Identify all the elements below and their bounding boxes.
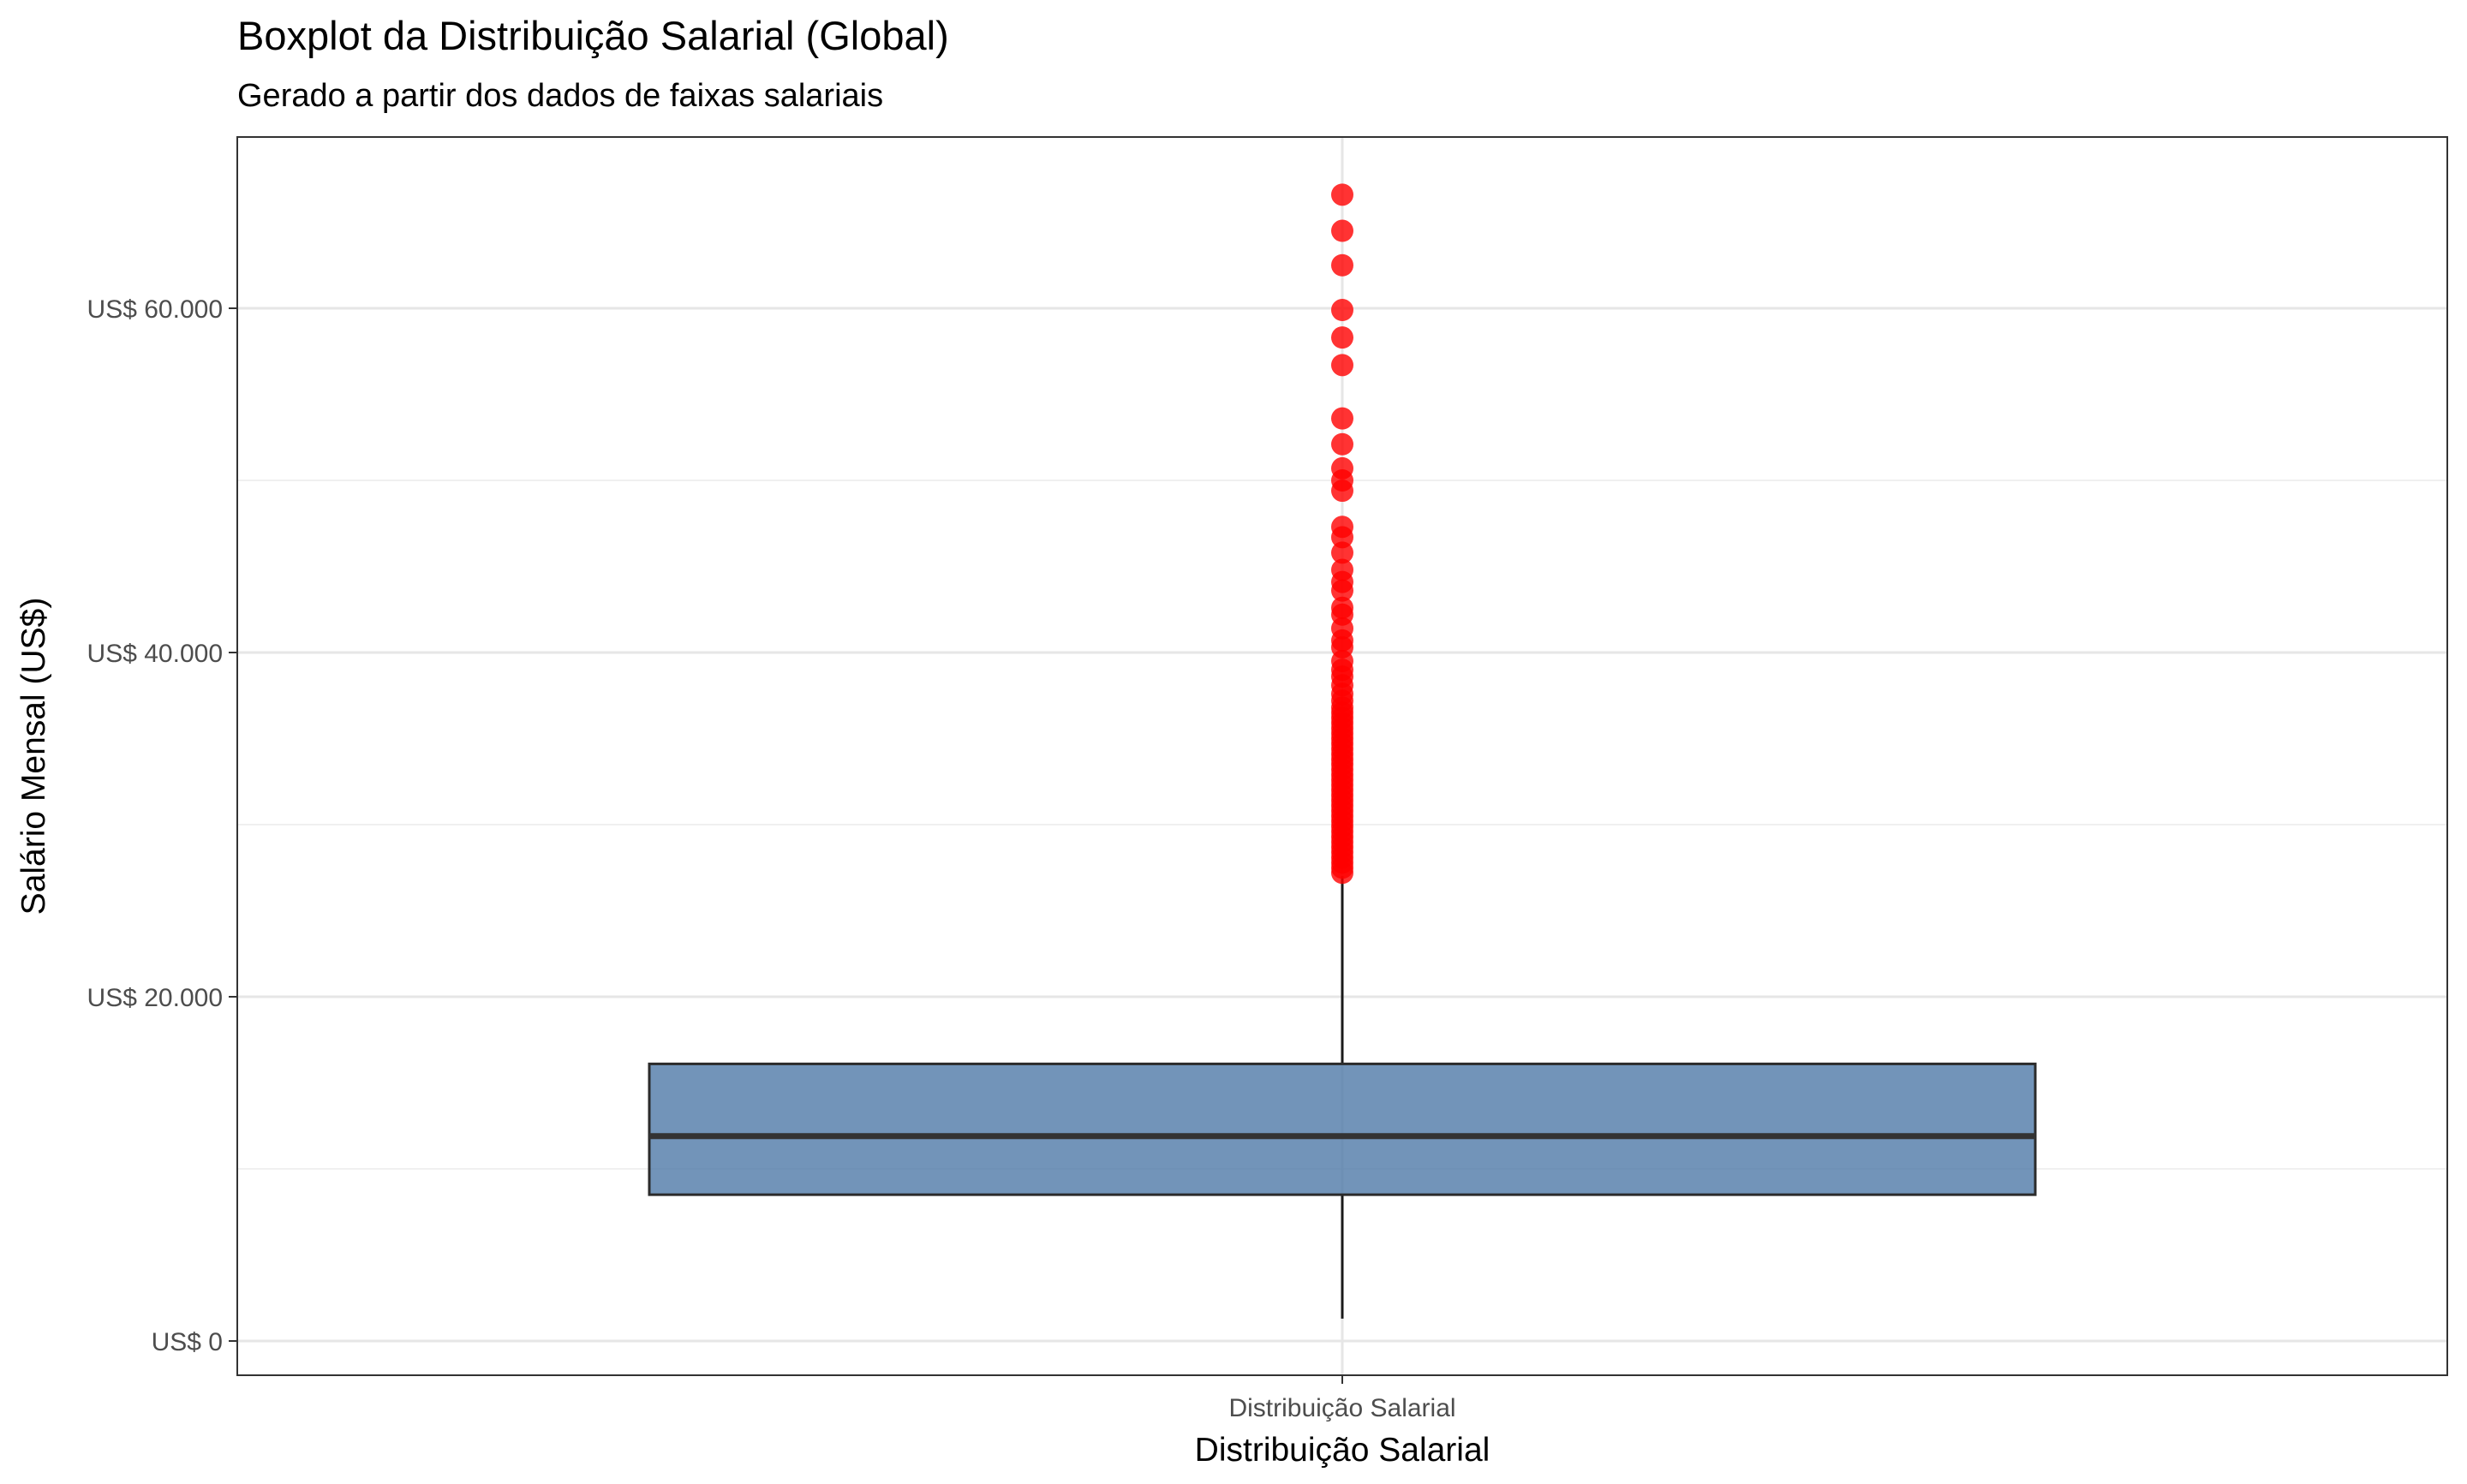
iqr-box [648, 1062, 2037, 1196]
box-layer [648, 876, 2037, 1319]
outlier-point [1331, 541, 1353, 564]
outlier-point [1331, 253, 1353, 277]
outlier-point [1331, 407, 1353, 430]
outlier-point [1331, 596, 1353, 619]
y-axis: US$ 0 US$ 20.000 US$ 40.000 US$ 60.000 [87, 295, 237, 1356]
outlier-point [1331, 326, 1353, 349]
outlier-point [1331, 516, 1353, 539]
y-axis-title: Salário Mensal (US$) [15, 598, 52, 915]
y-tick-label: US$ 0 [152, 1328, 223, 1356]
outlier-point [1331, 558, 1353, 581]
chart-title: Boxplot da Distribuição Salarial (Global… [237, 13, 949, 58]
outlier-point [1331, 432, 1353, 456]
x-axis-title: Distribuição Salarial [1195, 1432, 1490, 1469]
x-tick-label: Distribuição Salarial [1228, 1394, 1455, 1422]
outlier-layer [1331, 183, 1353, 885]
outlier-point [1331, 456, 1353, 480]
outlier-point [1331, 354, 1353, 377]
outlier-point [1331, 219, 1353, 242]
x-axis: Distribuição Salarial [1228, 1375, 1456, 1422]
chart-subtitle: Gerado a partir dos dados de faixas sala… [237, 78, 883, 114]
y-tick-label: US$ 40.000 [87, 640, 223, 668]
y-tick-label: US$ 60.000 [87, 295, 223, 324]
outlier-point [1331, 183, 1353, 206]
y-tick-label: US$ 20.000 [87, 984, 223, 1012]
outlier-point [1331, 299, 1353, 322]
